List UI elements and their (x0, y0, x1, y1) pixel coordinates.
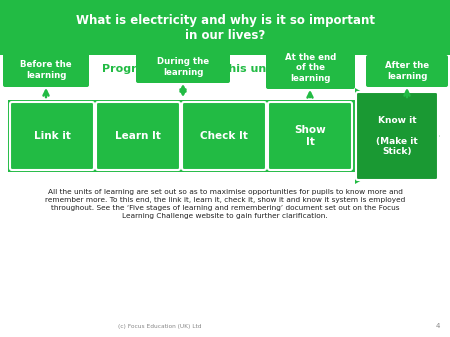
Polygon shape (8, 88, 440, 184)
FancyBboxPatch shape (136, 51, 230, 83)
Text: (c) Focus Education (UK) Ltd: (c) Focus Education (UK) Ltd (118, 324, 202, 329)
Text: Know it

(Make it
Stick): Know it (Make it Stick) (376, 116, 418, 156)
Text: Progression within this unit of learning: Progression within this unit of learning (103, 64, 347, 74)
FancyBboxPatch shape (268, 102, 352, 170)
Text: Learn It: Learn It (115, 131, 161, 141)
FancyBboxPatch shape (10, 102, 94, 170)
Text: Check It: Check It (200, 131, 248, 141)
Text: 4: 4 (436, 323, 440, 329)
Text: What is electricity and why is it so important
in our lives?: What is electricity and why is it so imp… (76, 14, 374, 42)
FancyBboxPatch shape (356, 92, 438, 180)
FancyBboxPatch shape (366, 55, 448, 87)
Polygon shape (0, 0, 450, 55)
Text: After the
learning: After the learning (385, 61, 429, 81)
FancyBboxPatch shape (96, 102, 180, 170)
Text: At the end
of the
learning: At the end of the learning (285, 53, 336, 83)
FancyBboxPatch shape (266, 47, 355, 89)
Text: Show
It: Show It (294, 125, 326, 147)
Text: During the
learning: During the learning (157, 57, 209, 77)
Text: Before the
learning: Before the learning (20, 60, 72, 80)
Text: All the units of learning are set out so as to maximise opportunities for pupils: All the units of learning are set out so… (45, 189, 405, 219)
Text: Link it: Link it (34, 131, 71, 141)
FancyBboxPatch shape (182, 102, 266, 170)
FancyBboxPatch shape (3, 53, 89, 87)
